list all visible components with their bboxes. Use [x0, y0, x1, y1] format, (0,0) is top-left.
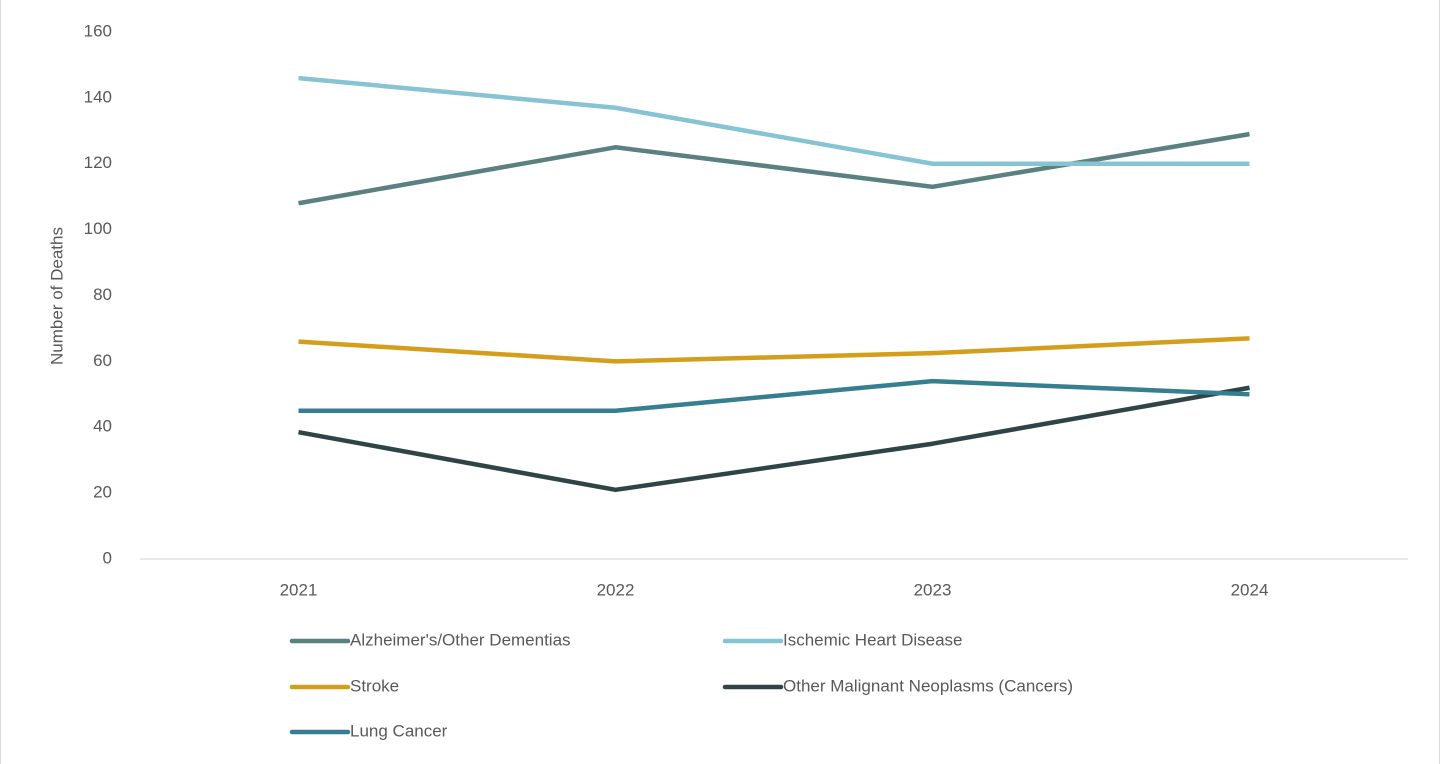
y-tick-label: 120 — [84, 153, 112, 172]
y-axis-label: Number of Deaths — [47, 227, 66, 365]
legend-label: Alzheimer's/Other Dementias — [350, 630, 571, 649]
series-line — [298, 385, 1250, 493]
series-line — [298, 75, 1250, 166]
y-tick-label: 80 — [93, 285, 112, 304]
y-tick-label: 100 — [84, 219, 112, 238]
y-tick-label: 0 — [103, 548, 112, 567]
y-tick-label: 60 — [93, 351, 112, 370]
series-line — [298, 378, 1250, 414]
x-tick-label: 2024 — [1231, 580, 1269, 599]
y-tick-label: 20 — [93, 483, 112, 502]
x-tick-label: 2022 — [597, 580, 635, 599]
y-tick-label: 160 — [84, 21, 112, 40]
x-tick-label: 2021 — [280, 580, 318, 599]
x-tick-label: 2023 — [914, 580, 952, 599]
legend-label: Stroke — [350, 676, 399, 695]
series-line — [298, 131, 1250, 206]
legend-label: Lung Cancer — [350, 721, 448, 740]
series-line — [298, 336, 1250, 364]
legend-label: Ischemic Heart Disease — [783, 630, 963, 649]
legend-label: Other Malignant Neoplasms (Cancers) — [783, 676, 1073, 695]
y-tick-label: 40 — [93, 417, 112, 436]
y-tick-label: 140 — [84, 87, 112, 106]
